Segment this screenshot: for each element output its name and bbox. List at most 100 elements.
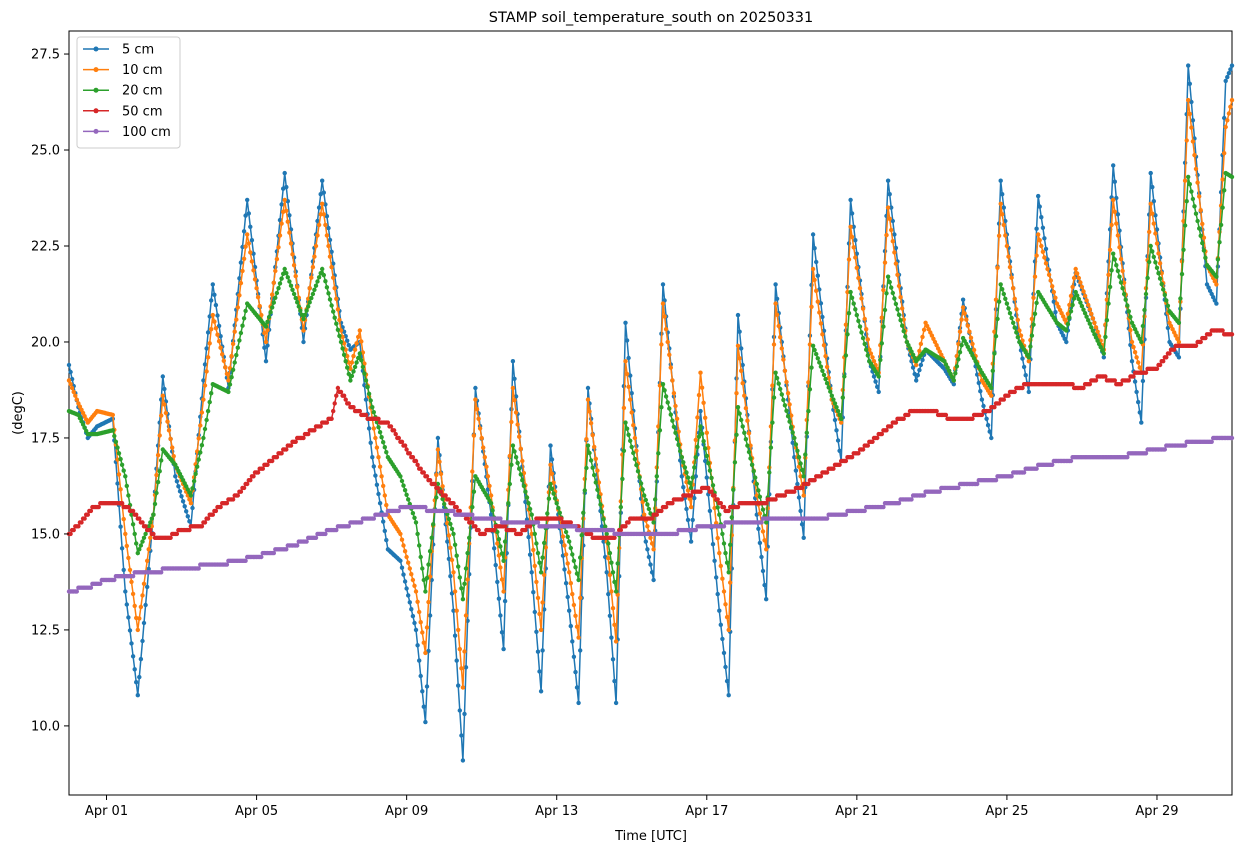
data-point xyxy=(1026,355,1032,360)
data-point xyxy=(1012,296,1017,301)
data-point xyxy=(898,295,903,300)
data-point xyxy=(735,405,741,410)
data-point xyxy=(180,499,186,504)
data-point xyxy=(764,547,769,552)
data-point xyxy=(1034,300,1039,306)
data-point xyxy=(346,343,351,348)
data-point xyxy=(474,407,480,412)
data-point xyxy=(524,495,530,500)
data-point xyxy=(285,275,290,280)
data-point xyxy=(843,512,849,517)
data-point xyxy=(1031,322,1036,327)
data-point xyxy=(465,516,470,521)
data-point xyxy=(745,418,750,423)
data-point xyxy=(520,478,525,483)
data-point xyxy=(567,608,572,613)
data-point xyxy=(226,389,231,395)
data-point xyxy=(993,334,999,339)
data-point xyxy=(134,541,139,546)
data-point xyxy=(454,658,459,663)
data-point xyxy=(1147,229,1152,235)
data-point xyxy=(1200,240,1205,246)
data-point xyxy=(1218,222,1224,228)
data-point xyxy=(493,562,498,568)
data-point xyxy=(1136,399,1141,405)
data-point xyxy=(1182,223,1188,228)
data-point xyxy=(629,391,634,396)
data-point xyxy=(993,478,999,483)
data-point xyxy=(892,232,897,237)
data-point xyxy=(785,414,791,419)
data-point xyxy=(612,579,617,585)
data-point xyxy=(463,665,469,670)
data-point xyxy=(418,554,423,560)
data-point xyxy=(452,633,458,638)
data-point xyxy=(638,481,644,486)
data-point xyxy=(179,494,184,499)
data-point xyxy=(739,417,744,423)
data-point xyxy=(146,566,151,572)
data-point xyxy=(1092,320,1097,325)
data-point xyxy=(193,471,198,477)
data-point xyxy=(304,539,309,544)
data-point xyxy=(574,624,580,629)
data-point xyxy=(770,420,775,425)
data-point xyxy=(492,546,497,551)
data-point xyxy=(584,437,589,442)
data-point xyxy=(501,558,506,563)
data-point xyxy=(148,520,153,525)
data-point xyxy=(814,288,819,293)
data-point xyxy=(162,402,167,407)
data-point xyxy=(1226,111,1232,116)
data-point xyxy=(393,431,398,437)
data-point xyxy=(651,577,656,583)
data-point xyxy=(240,268,245,274)
data-point xyxy=(951,378,956,383)
data-point xyxy=(799,522,805,527)
data-point xyxy=(1000,287,1005,292)
data-point xyxy=(585,443,591,448)
data-point xyxy=(354,360,359,365)
data-point xyxy=(1220,205,1225,210)
data-point xyxy=(551,491,556,496)
data-point xyxy=(663,327,669,332)
data-point xyxy=(1050,284,1055,289)
series-10-cm xyxy=(66,97,1235,690)
data-point xyxy=(796,455,802,460)
data-point xyxy=(451,508,456,514)
data-point xyxy=(815,299,820,304)
data-point xyxy=(1026,389,1032,395)
data-point xyxy=(462,649,467,654)
data-point xyxy=(459,666,464,671)
data-point xyxy=(1065,321,1071,327)
legend-marker xyxy=(93,108,99,114)
x-tick-label: Apr 05 xyxy=(235,804,278,819)
data-point xyxy=(1087,307,1093,312)
data-point xyxy=(1137,365,1143,370)
data-point xyxy=(1176,355,1182,360)
data-point xyxy=(732,460,738,465)
data-point xyxy=(343,359,348,364)
data-point xyxy=(384,537,389,543)
data-point xyxy=(607,572,613,578)
data-point xyxy=(126,493,131,498)
data-point xyxy=(126,555,131,561)
legend-marker xyxy=(93,87,99,93)
data-point xyxy=(900,306,905,311)
data-point xyxy=(1020,356,1025,361)
data-point xyxy=(240,323,245,328)
data-point xyxy=(357,351,362,356)
data-point xyxy=(201,397,206,402)
data-point xyxy=(835,438,841,443)
data-point xyxy=(853,238,858,243)
data-point xyxy=(685,475,691,480)
data-point xyxy=(1148,201,1153,206)
data-point xyxy=(368,440,373,445)
data-point xyxy=(473,397,478,402)
data-point xyxy=(412,583,417,588)
data-point xyxy=(1107,247,1113,252)
data-point xyxy=(218,504,223,510)
data-point xyxy=(295,284,300,290)
data-point xyxy=(881,504,886,510)
data-point xyxy=(334,393,339,398)
